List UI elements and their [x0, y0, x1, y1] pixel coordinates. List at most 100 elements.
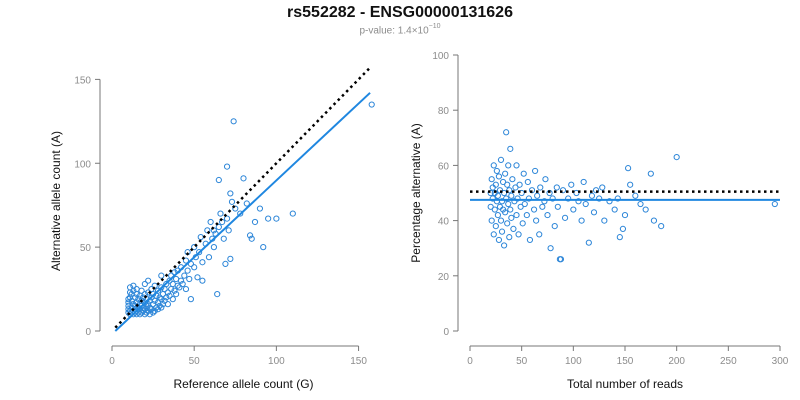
right-x-tick-label: 50 [516, 356, 528, 367]
left-data-point [205, 254, 213, 261]
right-data-point [502, 170, 509, 177]
left-data-point [260, 244, 267, 251]
left-data-point [207, 218, 214, 226]
right-data-point [488, 176, 495, 183]
right-x-axis-label: Total number of reads [567, 377, 683, 391]
left-data-point [154, 287, 162, 294]
left-y-tick-label: 0 [85, 327, 91, 338]
right-data-point [632, 192, 639, 199]
right-data-point [771, 200, 778, 208]
left-data-point [164, 301, 171, 308]
left-data-point [182, 257, 190, 264]
right-data-point [536, 231, 543, 238]
left-data-point [177, 277, 185, 284]
left-data-point [227, 255, 234, 262]
right-data-point [502, 209, 509, 216]
right-data-point [504, 220, 511, 227]
right-data-point [570, 206, 577, 213]
right-data-point [601, 217, 608, 224]
right-data-point [588, 192, 596, 199]
left-data-point [215, 176, 222, 184]
left-y-axis-label: Alternative allele count (A) [49, 131, 63, 271]
right-data-point [503, 195, 510, 202]
right-data-point [606, 198, 613, 205]
right-data-point [501, 189, 508, 197]
left-data-point [227, 190, 234, 197]
left-data-point [154, 306, 162, 313]
right-data-point [517, 203, 524, 210]
right-data-point [526, 236, 534, 244]
right-data-point [492, 181, 499, 188]
right-data-point [616, 234, 623, 241]
right-data-point [568, 181, 575, 188]
right-data-point [519, 220, 526, 227]
right-data-point [495, 236, 503, 244]
left-data-point [265, 215, 272, 222]
right-data-point [501, 242, 508, 249]
left-data-point [166, 292, 173, 299]
right-data-point [637, 200, 644, 208]
left-data-point [194, 274, 201, 281]
left-data-point [179, 280, 186, 288]
chart-title: rs552282 - ENSG00000131626 [287, 4, 513, 21]
left-data-point [149, 309, 157, 316]
right-data-point [551, 223, 558, 230]
left-data-point [215, 223, 222, 231]
right-data-point [590, 209, 598, 216]
right-data-point [504, 181, 511, 188]
right-data-point [505, 200, 512, 208]
left-fit-line [114, 92, 371, 332]
right-data-point [611, 206, 618, 213]
right-data-point [532, 167, 539, 175]
left-data-point [163, 280, 170, 288]
left-y-tick-label: 100 [74, 159, 91, 170]
left-data-point [223, 163, 231, 170]
right-data-point [503, 129, 510, 136]
right-data-point [559, 187, 567, 194]
left-data-point [289, 210, 296, 217]
right-data-point [521, 200, 528, 208]
left-data-point [146, 304, 153, 311]
left-data-point [232, 205, 239, 212]
left-data-point [176, 284, 183, 291]
right-data-point [541, 198, 548, 205]
left-data-point [173, 290, 180, 298]
right-data-point [520, 170, 527, 177]
left-reference-line [114, 66, 371, 329]
right-data-point [509, 176, 516, 183]
left-data-point [248, 235, 255, 242]
left-data-point [220, 235, 227, 242]
right-data-point [487, 189, 494, 197]
left-data-point [143, 309, 150, 316]
left-data-point [182, 285, 190, 293]
left-data-point [158, 284, 165, 291]
left-data-point [228, 198, 236, 205]
right-data-point [516, 181, 523, 188]
pvalue-base: 10 [417, 25, 429, 37]
right-y-tick-label: 80 [438, 106, 450, 117]
right-data-point [488, 217, 495, 224]
right-y-axis-label: Percentage alternative (A) [409, 123, 423, 262]
left-data-point [237, 210, 244, 217]
right-data-point [621, 211, 629, 219]
right-data-point [490, 231, 497, 238]
right-data-point [542, 176, 549, 183]
pvalue-exponent: −10 [428, 23, 441, 30]
right-data-point [580, 178, 587, 186]
right-data-point [625, 165, 632, 172]
left-data-point [210, 244, 218, 251]
right-data-point [494, 211, 501, 219]
left-data-point [246, 232, 254, 239]
right-data-point [582, 200, 589, 208]
right-data-point [650, 217, 658, 224]
pvalue-prefix: p-value: 1.4 [359, 25, 412, 37]
left-data-point [130, 282, 137, 289]
left-data-point [256, 205, 264, 212]
left-data-point [151, 307, 158, 314]
right-data-point [489, 195, 496, 202]
left-data-point [191, 264, 198, 271]
right-data-point [507, 145, 514, 152]
right-data-point [599, 184, 606, 191]
left-data-point [251, 218, 259, 226]
